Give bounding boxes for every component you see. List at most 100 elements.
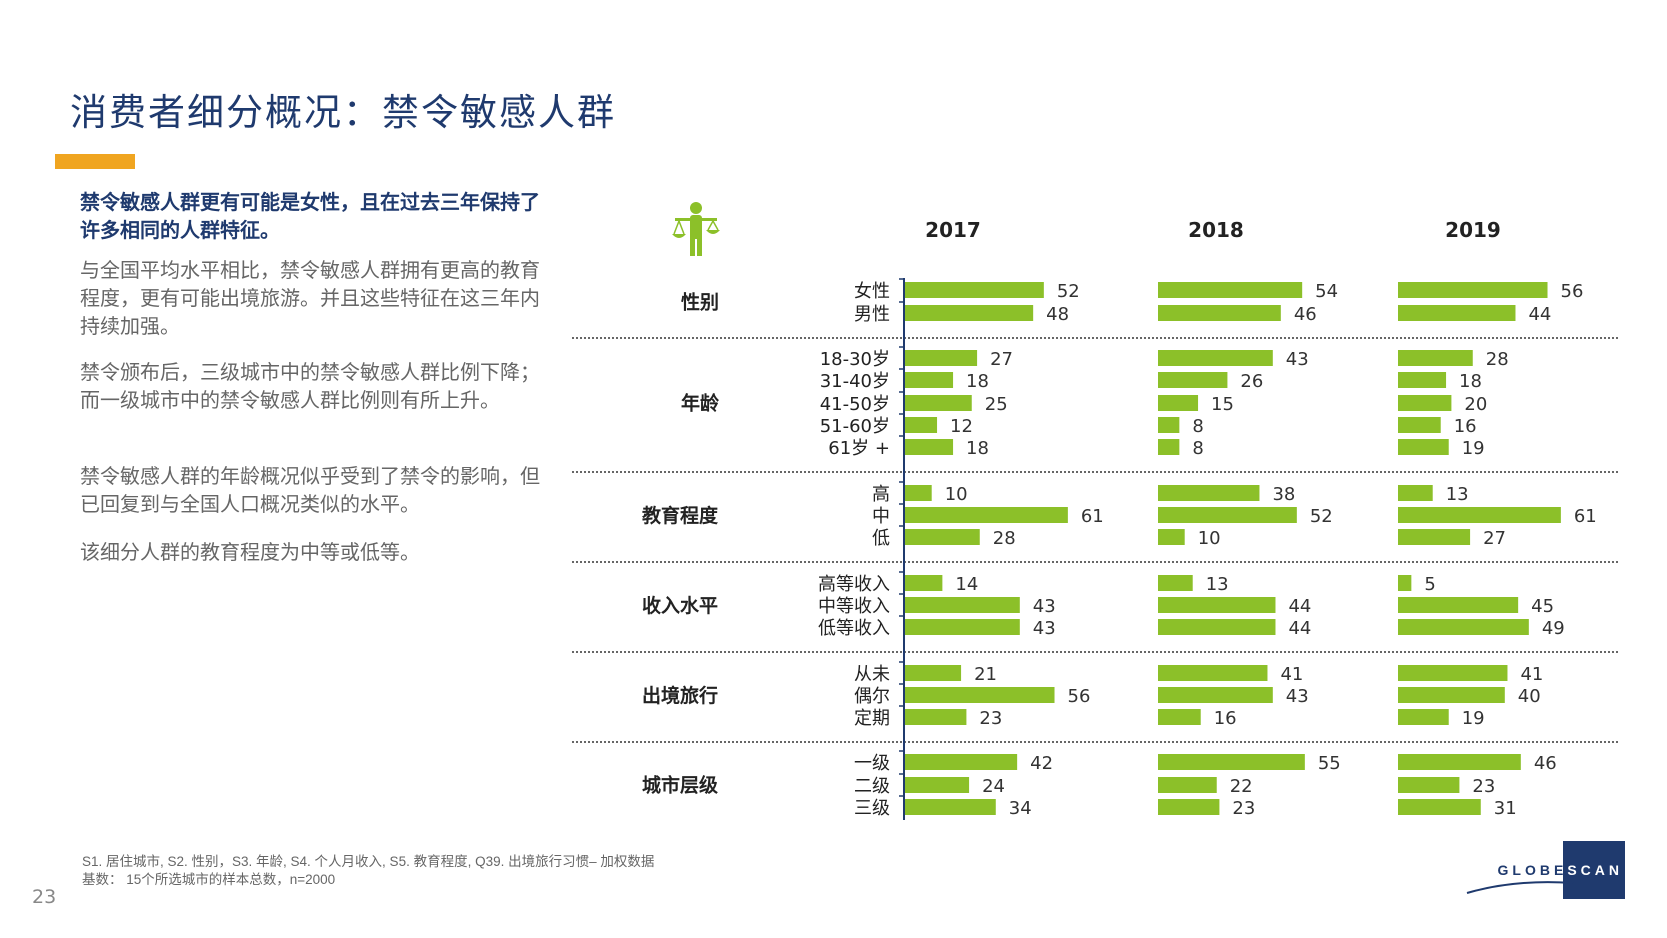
- bar-2017: [905, 439, 954, 455]
- bar-2017: [905, 395, 972, 411]
- bar-2018: [1158, 777, 1217, 793]
- data-label-2019: 5: [1424, 574, 1435, 595]
- data-label-2018: 44: [1288, 596, 1311, 617]
- bar-2019: [1398, 777, 1460, 793]
- bar-2017: [905, 305, 1034, 321]
- bar-2019: [1398, 709, 1449, 725]
- data-label-2017: 28: [993, 528, 1016, 549]
- data-label-2019: 45: [1531, 596, 1554, 617]
- bar-2019: [1398, 529, 1471, 545]
- data-label-2019: 20: [1464, 394, 1487, 415]
- bar-2017: [905, 687, 1055, 703]
- group-label: 教育程度: [642, 504, 719, 527]
- bar-2018: [1158, 754, 1305, 770]
- bar-2018: [1158, 507, 1297, 523]
- bar-2017: [905, 709, 967, 725]
- bar-2019: [1398, 282, 1548, 298]
- data-label-2018: 44: [1288, 618, 1311, 639]
- bar-2019: [1398, 439, 1449, 455]
- bar-2019: [1398, 507, 1561, 523]
- category-label: 男性: [854, 304, 890, 325]
- bar-2019: [1398, 619, 1529, 635]
- category-label: 18-30岁: [820, 349, 890, 370]
- footnote-sources: S1. 居住城市, S2. 性别，S3. 年龄, S4. 个人月收入, S5. …: [82, 854, 655, 869]
- data-label-2017: 18: [966, 371, 989, 392]
- category-label: 低等收入: [818, 618, 890, 639]
- bar-2018: [1158, 687, 1273, 703]
- bar-2019: [1398, 350, 1473, 366]
- bar-2018: [1158, 485, 1260, 501]
- logo-box: [1563, 841, 1625, 899]
- data-label-2018: 13: [1206, 574, 1229, 595]
- category-label: 一级: [854, 753, 890, 774]
- data-label-2017: 27: [990, 349, 1013, 370]
- bar-2018: [1158, 597, 1276, 613]
- data-label-2017: 12: [950, 416, 973, 437]
- data-label-2017: 14: [955, 574, 978, 595]
- globescan-logo: GLOBESCAN: [1465, 841, 1625, 901]
- bar-2019: [1398, 417, 1441, 433]
- bar-2019: [1398, 687, 1505, 703]
- category-label: 低: [872, 528, 890, 549]
- data-label-2018: 41: [1280, 664, 1303, 685]
- data-label-2017: 52: [1057, 281, 1080, 302]
- year-header-2017: 2017: [925, 218, 981, 242]
- bar-2017: [905, 417, 938, 433]
- data-label-2019: 46: [1534, 753, 1557, 774]
- data-label-2017: 48: [1046, 304, 1069, 325]
- data-label-2017: 43: [1033, 618, 1056, 639]
- data-label-2018: 26: [1240, 371, 1263, 392]
- data-label-2018: 16: [1214, 708, 1237, 729]
- year-header-2019: 2019: [1445, 218, 1501, 242]
- bar-2017: [905, 619, 1020, 635]
- page-number: 23: [32, 886, 57, 908]
- data-label-2017: 23: [979, 708, 1002, 729]
- year-header-2018: 2018: [1188, 218, 1244, 242]
- paragraph-1: 与全国平均水平相比，禁令敏感人群拥有更高的教育程度，更有可能出境旅游。并且这些特…: [80, 258, 540, 338]
- bar-2017: [905, 777, 970, 793]
- category-label: 高: [872, 484, 890, 505]
- bar-2017: [905, 282, 1044, 298]
- data-label-2019: 19: [1462, 708, 1485, 729]
- scale-person-icon: [672, 202, 720, 256]
- data-label-2019: 23: [1472, 776, 1495, 797]
- bar-2018: [1158, 575, 1193, 591]
- data-label-2019: 44: [1528, 304, 1551, 325]
- category-label: 41-50岁: [820, 394, 890, 415]
- footnote-base: 基数： 15个所选城市的样本总数，n=2000: [82, 872, 336, 887]
- bar-2017: [905, 575, 943, 591]
- bar-2017: [905, 350, 978, 366]
- data-label-2019: 31: [1494, 798, 1517, 819]
- group-label: 年龄: [681, 392, 720, 415]
- data-label-2017: 24: [982, 776, 1005, 797]
- paragraph-2: 禁令颁布后，三级城市中的禁令敏感人群比例下降；而一级城市中的禁令敏感人群比例则有…: [80, 360, 540, 412]
- bar-2018: [1158, 305, 1281, 321]
- data-label-2019: 61: [1574, 506, 1597, 527]
- data-label-2017: 43: [1033, 596, 1056, 617]
- bar-2018: [1158, 665, 1268, 681]
- data-label-2017: 21: [974, 664, 997, 685]
- bar-2019: [1398, 372, 1447, 388]
- bar-2018: [1158, 282, 1303, 298]
- group-label: 收入水平: [642, 594, 718, 617]
- data-label-2018: 43: [1286, 349, 1309, 370]
- group-label: 性别: [681, 291, 719, 314]
- bar-2017: [905, 529, 980, 545]
- data-label-2019: 28: [1486, 349, 1509, 370]
- paragraph-4: 该细分人群的教育程度为中等或低等。: [80, 540, 420, 564]
- bar-2018: [1158, 395, 1199, 411]
- bar-2019: [1398, 395, 1452, 411]
- data-label-2018: 8: [1192, 416, 1203, 437]
- bar-2018: [1158, 619, 1276, 635]
- category-label: 31-40岁: [820, 371, 890, 392]
- bar-2019: [1398, 575, 1412, 591]
- paragraph-3: 禁令敏感人群的年龄概况似乎受到了禁令的影响，但已回复到与全国人口概况类似的水平。: [80, 464, 540, 516]
- bar-2018: [1158, 372, 1228, 388]
- data-label-2018: 22: [1230, 776, 1253, 797]
- bar-2018: [1158, 417, 1180, 433]
- bar-2017: [905, 665, 962, 681]
- bar-2019: [1398, 305, 1516, 321]
- category-label: 二级: [854, 776, 890, 797]
- bar-2018: [1158, 529, 1185, 545]
- data-label-2017: 25: [985, 394, 1008, 415]
